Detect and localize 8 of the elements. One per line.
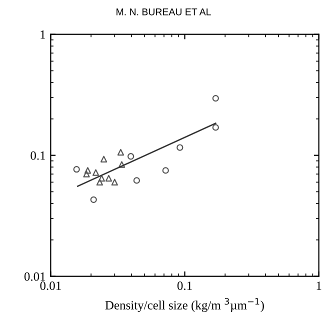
y-tick-label: 1 bbox=[40, 30, 46, 39]
x-axis-title: Density/cell size (kg/m $^{3}$µm$^{−1}$) bbox=[105, 298, 264, 312]
y-tick-label: 0.1 bbox=[30, 151, 46, 160]
x-tick-label: 0.01 bbox=[40, 282, 61, 290]
x-tick-label: 1 bbox=[316, 282, 322, 290]
text: M. N. BUREAU ET AL bbox=[116, 8, 211, 16]
x-tick-label: 0.1 bbox=[177, 282, 192, 290]
y-tick-label: 0.01 bbox=[24, 272, 46, 281]
